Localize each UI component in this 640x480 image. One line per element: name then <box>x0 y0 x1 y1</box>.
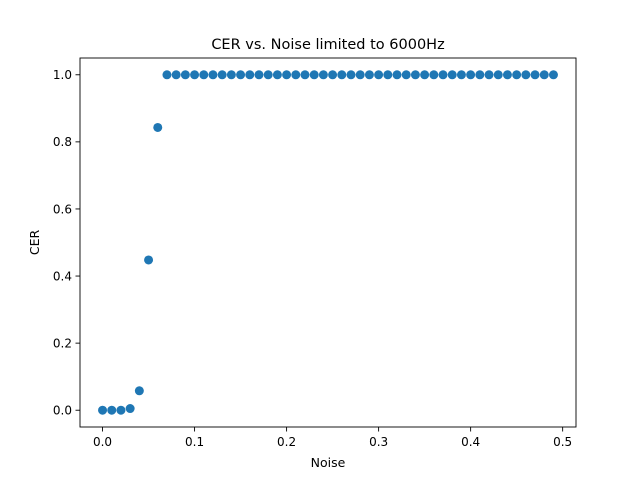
data-point <box>162 70 172 80</box>
data-point <box>199 70 209 80</box>
data-point <box>438 70 448 80</box>
data-point <box>502 70 512 80</box>
x-tick-label: 0.0 <box>93 435 112 449</box>
data-point <box>180 70 190 80</box>
y-axis-label: CER <box>27 230 42 256</box>
data-point <box>236 70 246 80</box>
data-point <box>291 70 301 80</box>
y-tick-label: 1.0 <box>53 68 72 82</box>
data-point <box>318 70 328 80</box>
data-point <box>190 70 200 80</box>
data-point <box>429 70 439 80</box>
data-point <box>254 70 264 80</box>
data-point <box>272 70 282 80</box>
chart-title: CER vs. Noise limited to 6000Hz <box>211 37 444 53</box>
data-point <box>420 70 430 80</box>
data-point <box>401 70 411 80</box>
data-point <box>337 70 347 80</box>
x-tick-label: 0.3 <box>369 435 388 449</box>
data-point <box>466 70 476 80</box>
data-point <box>125 404 135 414</box>
y-tick-label: 0.4 <box>53 269 72 283</box>
data-point <box>475 70 485 80</box>
x-tick-label: 0.4 <box>461 435 480 449</box>
data-point <box>208 70 218 80</box>
data-point <box>410 70 420 80</box>
data-point <box>217 70 227 80</box>
plot-area-frame <box>79 57 577 428</box>
x-tick-label: 0.5 <box>553 435 572 449</box>
data-point <box>539 70 549 80</box>
y-tick-label: 0.6 <box>53 202 72 216</box>
data-point <box>355 70 365 80</box>
data-point <box>346 70 356 80</box>
y-tick-label: 0.8 <box>53 135 72 149</box>
data-point <box>245 70 255 80</box>
data-point <box>144 255 154 265</box>
data-point <box>530 70 540 80</box>
data-point <box>134 386 144 396</box>
data-point <box>153 122 163 132</box>
data-point <box>383 70 393 80</box>
data-point <box>226 70 236 80</box>
data-point <box>484 70 494 80</box>
data-point <box>107 405 117 415</box>
data-point <box>521 70 531 80</box>
data-point <box>447 70 457 80</box>
data-point <box>282 70 292 80</box>
data-point <box>512 70 522 80</box>
x-tick-label: 0.2 <box>277 435 296 449</box>
data-point <box>548 70 558 80</box>
data-point <box>328 70 338 80</box>
data-point <box>493 70 503 80</box>
data-point <box>116 405 126 415</box>
data-point <box>300 70 310 80</box>
data-point <box>392 70 402 80</box>
data-points <box>98 70 558 415</box>
y-tick-label: 0.2 <box>53 336 72 350</box>
x-axis-ticks: 0.0 0.1 0.2 0.3 0.4 0.5 <box>93 427 572 449</box>
data-point <box>456 70 466 80</box>
data-point <box>364 70 374 80</box>
y-tick-label: 0.0 <box>53 404 72 418</box>
data-point <box>374 70 384 80</box>
x-tick-label: 0.1 <box>185 435 204 449</box>
data-point <box>98 405 108 415</box>
data-point <box>309 70 319 80</box>
data-point <box>171 70 181 80</box>
x-axis-label: Noise <box>311 455 346 470</box>
data-point <box>263 70 273 80</box>
y-axis-ticks: 0.0 0.2 0.4 0.6 0.8 1.0 <box>53 68 80 418</box>
